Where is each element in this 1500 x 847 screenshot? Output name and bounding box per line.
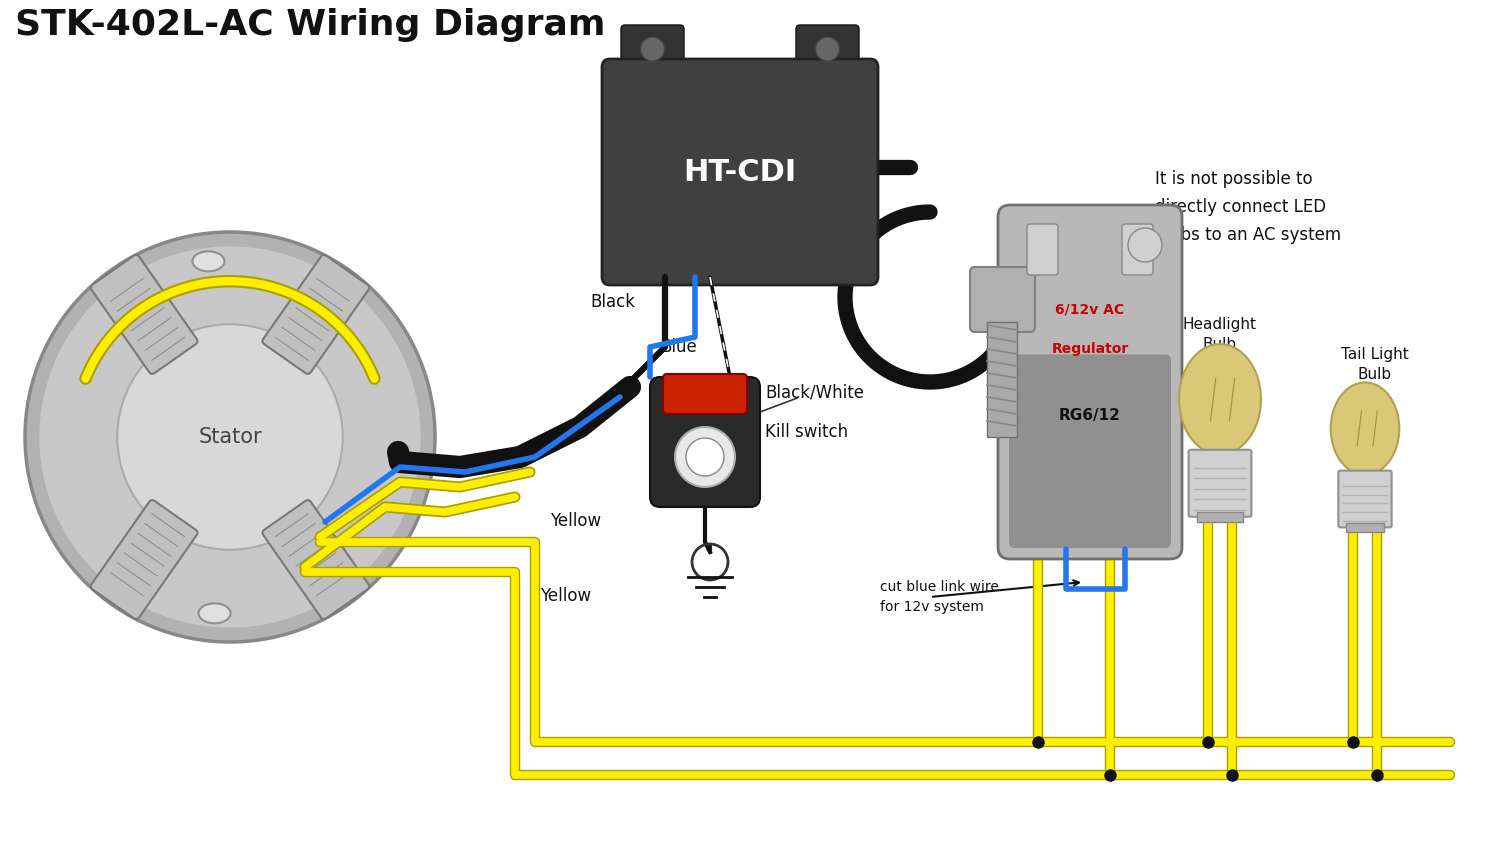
FancyBboxPatch shape	[1028, 224, 1057, 275]
FancyBboxPatch shape	[92, 255, 198, 374]
FancyBboxPatch shape	[1010, 355, 1172, 548]
FancyBboxPatch shape	[1346, 523, 1384, 532]
Ellipse shape	[192, 252, 225, 271]
Text: Black/White: Black/White	[765, 383, 864, 401]
Ellipse shape	[1179, 344, 1262, 454]
Circle shape	[26, 232, 435, 642]
Text: STK-402L-AC Wiring Diagram: STK-402L-AC Wiring Diagram	[15, 8, 606, 42]
Circle shape	[1128, 228, 1162, 262]
FancyBboxPatch shape	[1197, 512, 1243, 522]
Text: Black: Black	[590, 293, 634, 311]
FancyBboxPatch shape	[262, 500, 369, 619]
Text: 6/12v AC: 6/12v AC	[1056, 302, 1125, 317]
FancyBboxPatch shape	[262, 255, 369, 374]
Circle shape	[39, 246, 420, 628]
Text: Headlight
Bulb: Headlight Bulb	[1184, 317, 1257, 352]
FancyBboxPatch shape	[1122, 224, 1154, 275]
FancyBboxPatch shape	[650, 377, 760, 507]
Circle shape	[675, 427, 735, 487]
FancyBboxPatch shape	[796, 25, 859, 73]
Text: HT-CDI: HT-CDI	[684, 158, 796, 186]
Text: It is not possible to
directly connect LED
bulbs to an AC system: It is not possible to directly connect L…	[1155, 170, 1341, 244]
Text: Yellow: Yellow	[540, 587, 591, 605]
Circle shape	[640, 37, 664, 61]
FancyBboxPatch shape	[998, 205, 1182, 559]
Ellipse shape	[198, 603, 231, 623]
Text: Kill switch: Kill switch	[765, 423, 847, 441]
Text: cut blue link wire
for 12v system: cut blue link wire for 12v system	[880, 580, 999, 614]
FancyBboxPatch shape	[1188, 450, 1251, 517]
Text: Yellow: Yellow	[550, 512, 602, 530]
Circle shape	[816, 37, 840, 61]
FancyBboxPatch shape	[92, 500, 198, 619]
Text: Tail Light
Bulb: Tail Light Bulb	[1341, 347, 1408, 382]
Text: Blue: Blue	[660, 338, 696, 356]
FancyBboxPatch shape	[663, 374, 747, 414]
FancyBboxPatch shape	[602, 59, 877, 285]
FancyBboxPatch shape	[970, 267, 1035, 332]
FancyBboxPatch shape	[1338, 471, 1392, 528]
Text: Regulator: Regulator	[1052, 342, 1128, 356]
Ellipse shape	[1330, 382, 1400, 475]
Text: Stator: Stator	[198, 427, 262, 447]
Circle shape	[117, 324, 344, 550]
Circle shape	[686, 438, 724, 476]
Text: RG6/12: RG6/12	[1059, 407, 1120, 423]
FancyBboxPatch shape	[621, 25, 684, 73]
FancyBboxPatch shape	[987, 322, 1017, 437]
